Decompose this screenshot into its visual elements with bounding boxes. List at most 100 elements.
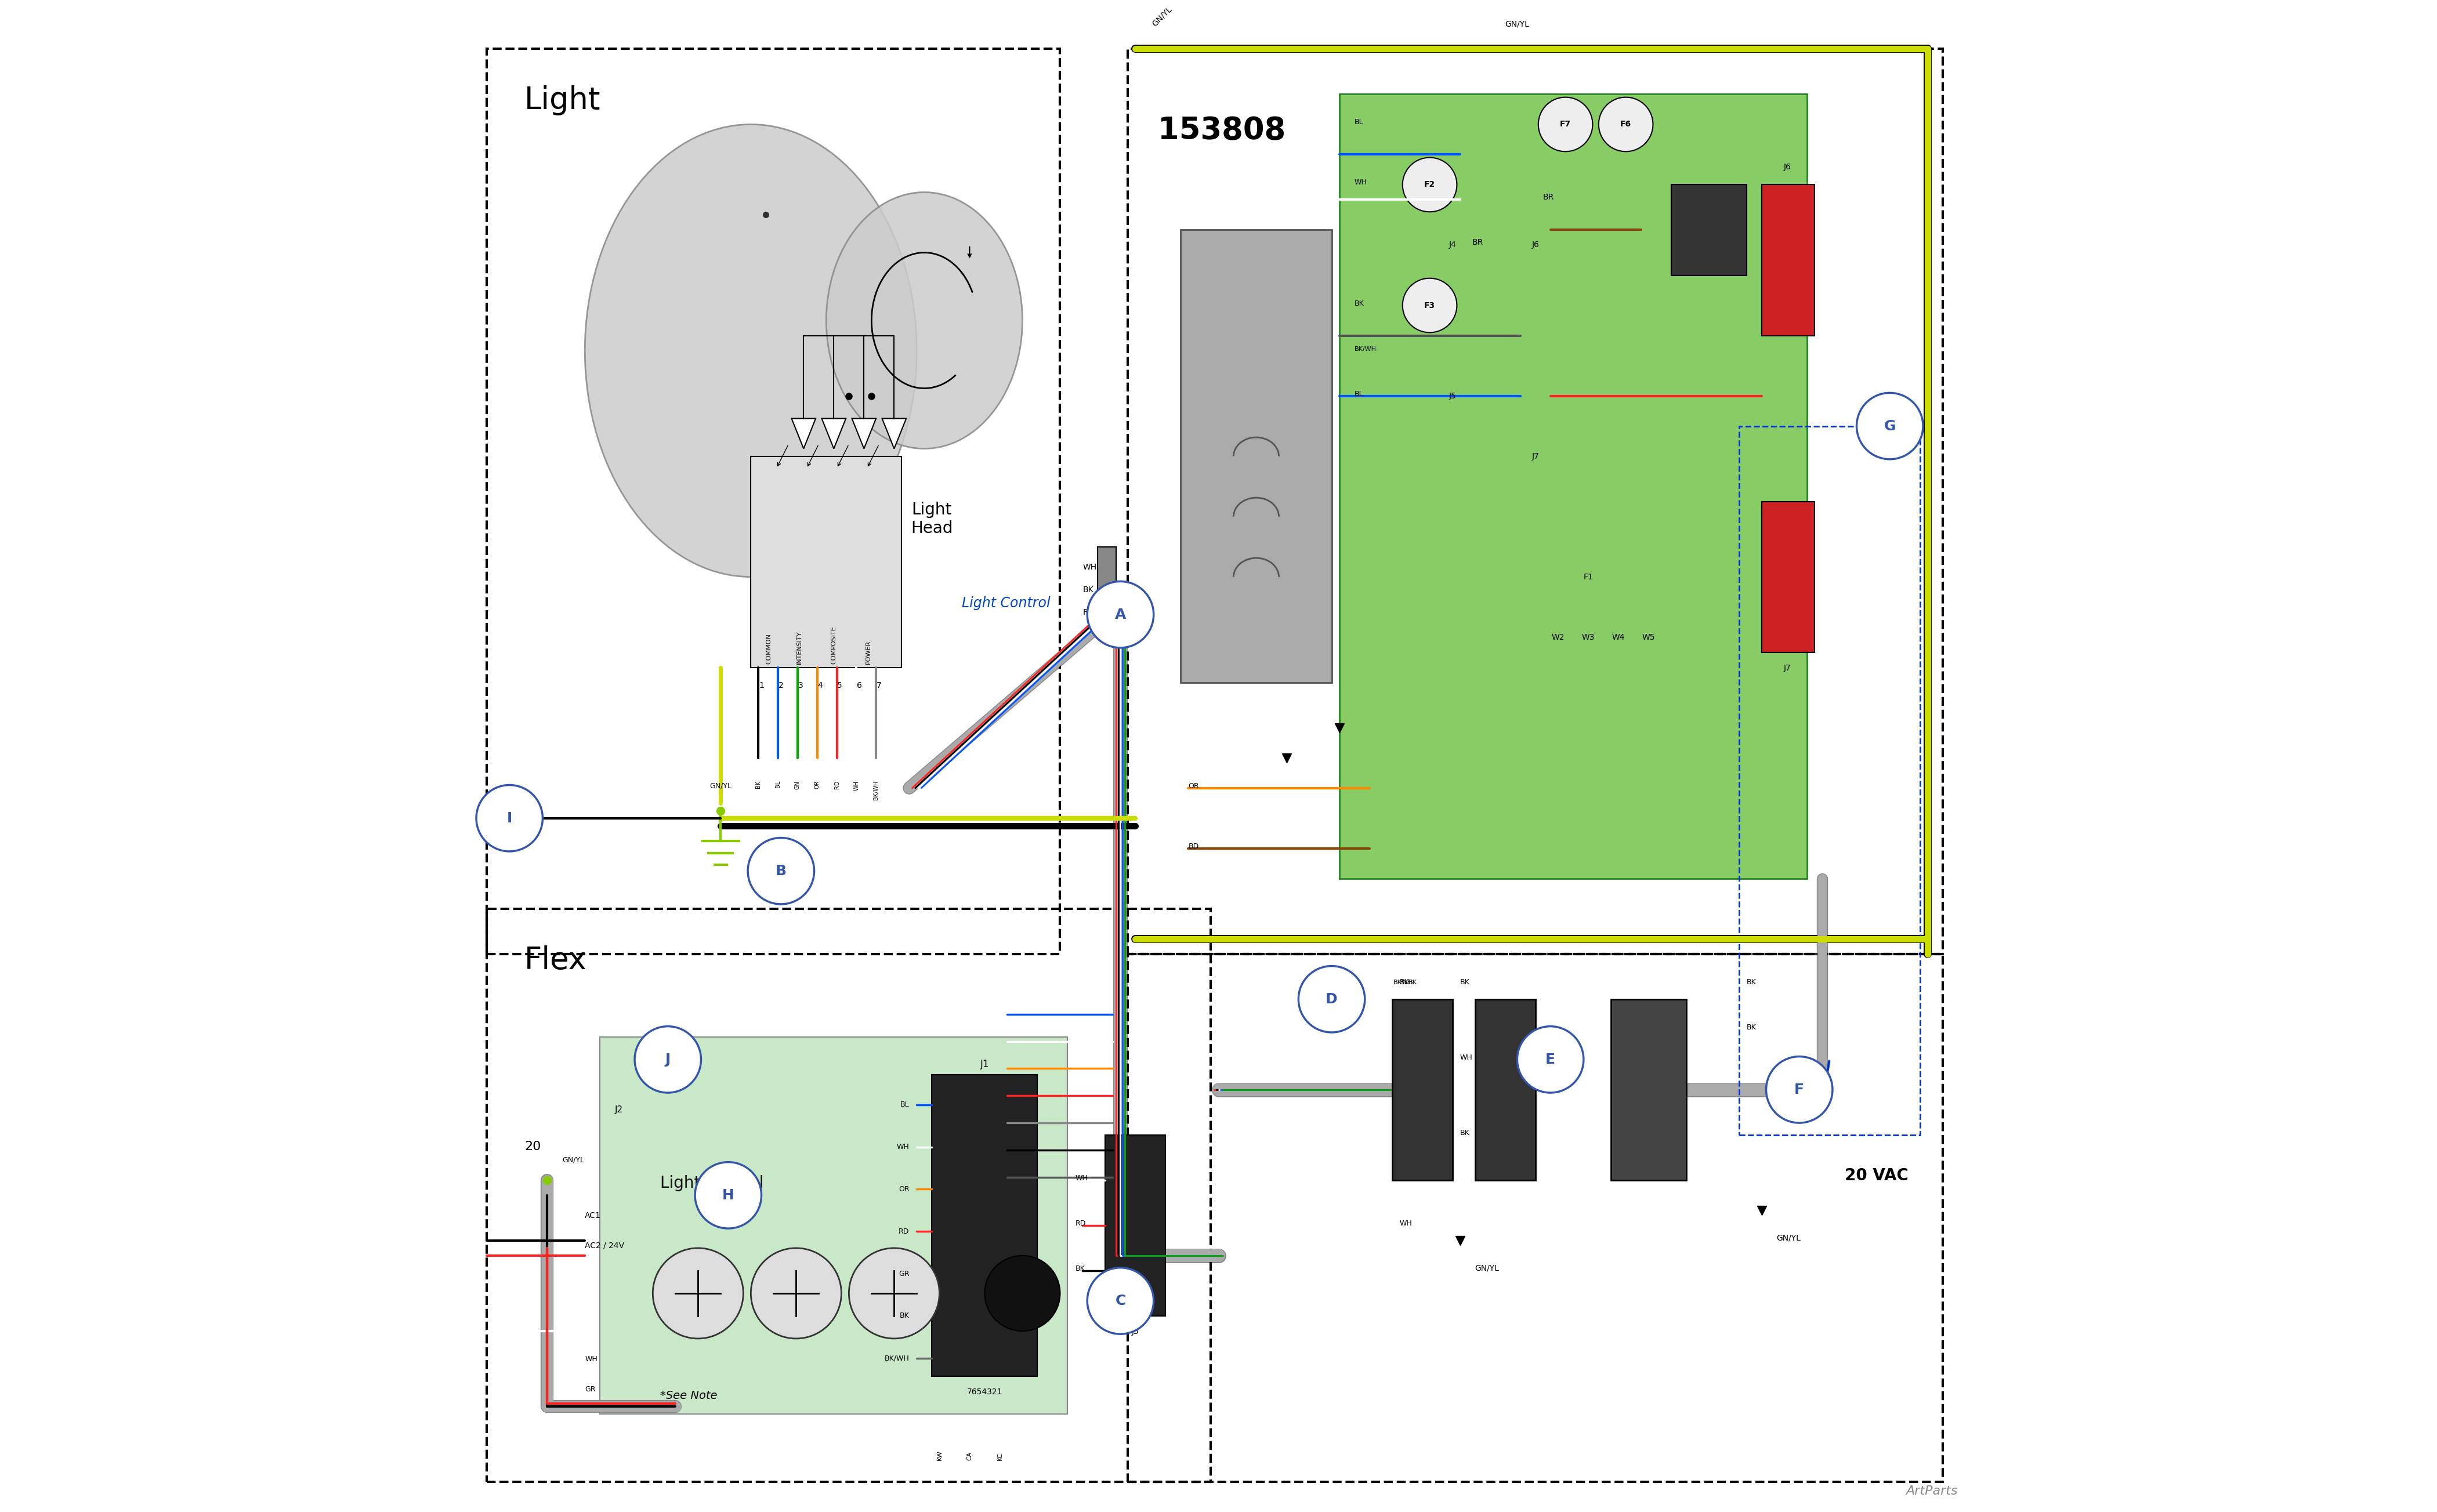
Bar	[1182, 230, 1331, 682]
Text: Light
Head: Light Head	[911, 502, 953, 537]
Text: F2: F2	[1423, 180, 1435, 189]
Text: J1: J1	[980, 1058, 989, 1069]
Circle shape	[475, 785, 543, 851]
Polygon shape	[821, 419, 846, 449]
Text: I: I	[507, 812, 512, 826]
Text: GN/YL: GN/YL	[1474, 1264, 1499, 1273]
Text: WH: WH	[1460, 1054, 1472, 1061]
Text: WH: WH	[1399, 1220, 1411, 1228]
Text: WH: WH	[897, 1143, 909, 1151]
Text: KC: KC	[997, 1452, 1002, 1461]
Polygon shape	[792, 419, 816, 449]
Text: 1: 1	[758, 682, 763, 689]
Circle shape	[1857, 393, 1923, 460]
Text: F3: F3	[1423, 301, 1435, 310]
Bar	[751, 457, 902, 667]
Text: BK/WH: BK/WH	[1355, 346, 1377, 352]
Text: BL: BL	[1355, 118, 1362, 125]
Text: WH: WH	[1075, 1175, 1087, 1182]
Text: 153808: 153808	[1158, 116, 1287, 145]
Text: J6: J6	[1784, 163, 1791, 171]
Text: J: J	[665, 1052, 670, 1066]
Text: H: H	[721, 1188, 734, 1202]
Bar	[1392, 999, 1452, 1181]
Text: RD: RD	[833, 780, 841, 789]
Text: AC1: AC1	[585, 1211, 602, 1220]
Bar	[1128, 954, 1942, 1482]
Text: COMMON: COMMON	[765, 634, 773, 664]
Text: 20 VAC: 20 VAC	[1845, 1167, 1908, 1184]
Text: BK: BK	[1409, 980, 1418, 986]
Text: Light Control: Light Control	[963, 596, 1050, 609]
Text: C: C	[1116, 1294, 1126, 1308]
Text: BK: BK	[1460, 1129, 1470, 1137]
Text: *See Note: *See Note	[660, 1390, 716, 1402]
Bar	[1740, 426, 1920, 1136]
Bar	[1611, 999, 1686, 1181]
Bar	[1762, 184, 1816, 336]
Circle shape	[695, 1163, 760, 1228]
Text: OR: OR	[814, 780, 821, 789]
Circle shape	[1404, 157, 1457, 212]
Text: D: D	[1326, 992, 1338, 1005]
Text: 20: 20	[524, 1140, 541, 1152]
Text: GN/YL: GN/YL	[563, 1157, 585, 1164]
Text: F6: F6	[1621, 121, 1630, 129]
Text: BK: BK	[1747, 1024, 1757, 1031]
Text: 7: 7	[877, 682, 882, 689]
Text: BK: BK	[1355, 299, 1365, 307]
Text: Light: Light	[524, 86, 602, 116]
Text: COMPOSITE: COMPOSITE	[831, 626, 836, 664]
Text: BK: BK	[1747, 978, 1757, 986]
Bar	[1106, 1136, 1165, 1315]
Bar	[1474, 999, 1535, 1181]
Text: 2: 2	[777, 682, 785, 689]
Text: GN/YL: GN/YL	[709, 782, 731, 789]
Circle shape	[1299, 966, 1365, 1033]
Text: BK: BK	[1075, 1266, 1084, 1273]
Text: WH: WH	[585, 1355, 597, 1362]
Bar	[1672, 184, 1747, 275]
Text: J7: J7	[1784, 664, 1791, 673]
Text: Flex: Flex	[524, 945, 587, 975]
Bar	[600, 1037, 1067, 1414]
Text: J5: J5	[1131, 1328, 1138, 1335]
Text: BK: BK	[1394, 980, 1401, 986]
Text: WH: WH	[1401, 980, 1413, 986]
Text: F1: F1	[1584, 573, 1594, 581]
Text: BR: BR	[1472, 239, 1484, 246]
Text: KW: KW	[936, 1450, 943, 1461]
Text: BK: BK	[899, 1312, 909, 1320]
Text: WH: WH	[1355, 178, 1367, 186]
Circle shape	[1538, 97, 1594, 151]
Bar	[1097, 547, 1116, 621]
Text: RD: RD	[899, 1228, 909, 1235]
Text: RD: RD	[1082, 608, 1094, 617]
Circle shape	[1599, 97, 1652, 151]
Text: CA: CA	[967, 1452, 972, 1461]
Text: BK/WH: BK/WH	[872, 780, 880, 800]
Text: BL: BL	[1355, 390, 1362, 398]
Text: W4: W4	[1611, 634, 1625, 641]
Text: BD: BD	[1189, 842, 1199, 850]
Circle shape	[1404, 278, 1457, 333]
Text: WH: WH	[853, 780, 860, 791]
Text: BL: BL	[899, 1101, 909, 1108]
Text: BK: BK	[1460, 978, 1470, 986]
Ellipse shape	[585, 124, 916, 578]
Bar	[487, 909, 1211, 1482]
Circle shape	[1767, 1057, 1833, 1123]
Text: W5: W5	[1643, 634, 1655, 641]
Text: E: E	[1545, 1052, 1555, 1066]
Text: J5: J5	[1448, 392, 1455, 401]
Text: F7: F7	[1560, 121, 1572, 129]
Text: BK: BK	[1399, 978, 1409, 986]
Polygon shape	[853, 419, 875, 449]
Circle shape	[1087, 1267, 1153, 1334]
Circle shape	[985, 1255, 1060, 1331]
Circle shape	[634, 1027, 702, 1093]
Text: ArtParts: ArtParts	[1906, 1485, 1957, 1497]
Text: BK: BK	[755, 780, 760, 788]
Text: AC2 / 24V: AC2 / 24V	[585, 1241, 624, 1250]
Text: G: G	[1884, 419, 1896, 432]
